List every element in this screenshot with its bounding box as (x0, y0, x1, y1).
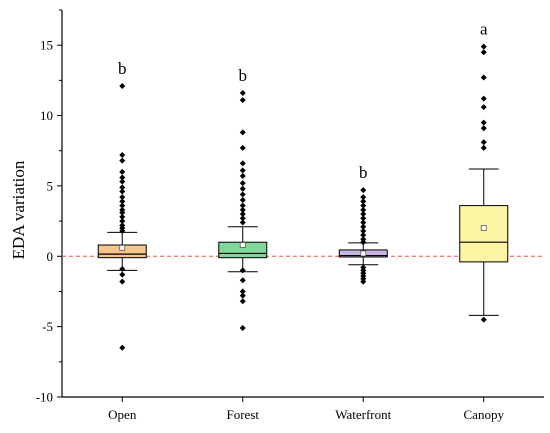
outlier-point (239, 129, 246, 136)
outlier-point (480, 104, 487, 111)
outlier-point (360, 227, 367, 234)
y-tick-label: 0 (47, 249, 54, 264)
outlier-point (360, 223, 367, 230)
outlier-point (480, 43, 487, 50)
outlier-point (239, 219, 246, 226)
outlier-point (119, 157, 126, 164)
outlier-point (239, 292, 246, 299)
outlier-point (239, 160, 246, 167)
outlier-point (239, 185, 246, 192)
significance-letter: b (118, 59, 127, 78)
outlier-point (360, 202, 367, 209)
outlier-point (360, 206, 367, 213)
y-tick-label: -10 (36, 390, 53, 405)
outlier-point (119, 344, 126, 351)
outlier-point (119, 227, 126, 234)
outlier-point (119, 271, 126, 278)
outlier-point (480, 139, 487, 146)
outlier-point (480, 95, 487, 102)
outlier-point (480, 49, 487, 56)
box-group-forest: b (218, 66, 268, 332)
outlier-point (119, 151, 126, 158)
x-tick-label: Waterfront (335, 407, 391, 422)
outlier-point (119, 82, 126, 89)
x-tick-label: Canopy (464, 407, 505, 422)
mean-marker (480, 225, 487, 232)
significance-letter: a (480, 20, 488, 39)
outlier-point (360, 198, 367, 205)
outlier-point (239, 211, 246, 218)
outlier-point (480, 316, 487, 323)
outlier-point (360, 187, 367, 194)
significance-letter: b (359, 163, 368, 182)
plot-area: -10 -5 0 5 10 15 b Open b Forest b Waterfront a Canop… (36, 9, 544, 422)
outlier-point (239, 173, 246, 180)
outlier-point (239, 97, 246, 104)
outlier-point (360, 211, 367, 218)
outlier-point (239, 215, 246, 222)
x-tick-label: Forest (227, 407, 260, 422)
outlier-point (119, 218, 126, 225)
outlier-point (119, 265, 126, 272)
outlier-point (360, 278, 367, 285)
outlier-point (239, 191, 246, 198)
outlier-point (239, 90, 246, 97)
y-axis-title: EDA variation (9, 160, 28, 259)
outlier-point (119, 198, 126, 205)
outlier-point (360, 194, 367, 201)
mean-marker (119, 244, 126, 251)
outlier-point (239, 196, 246, 203)
outlier-point (239, 144, 246, 151)
outlier-point (119, 178, 126, 185)
outlier-point (239, 288, 246, 295)
outlier-point (239, 180, 246, 187)
outlier-point (119, 213, 126, 220)
outlier-point (360, 219, 367, 226)
outlier-point (360, 239, 367, 246)
box-group-open: b (97, 59, 147, 351)
outlier-point (119, 194, 126, 201)
y-tick-label: 15 (40, 38, 53, 53)
mean-marker (360, 250, 367, 257)
outlier-point (360, 232, 367, 239)
mean-marker (239, 242, 246, 248)
box-group-waterfront: b (338, 163, 388, 285)
outlier-point (480, 74, 487, 81)
x-tick-label: Open (108, 407, 137, 422)
outlier-point (360, 215, 367, 222)
outlier-point (239, 167, 246, 174)
outlier-point (119, 202, 126, 209)
iqr-box (459, 205, 509, 263)
outlier-point (239, 277, 246, 284)
outlier-point (119, 184, 126, 191)
outlier-point (239, 202, 246, 209)
outlier-point (119, 278, 126, 285)
box-group-canopy: a (459, 20, 509, 323)
significance-letter: b (239, 66, 248, 85)
outlier-point (239, 325, 246, 332)
outlier-point (119, 168, 126, 175)
outlier-point (480, 125, 487, 132)
outlier-point (480, 144, 487, 151)
outlier-point (480, 119, 487, 126)
outlier-point (239, 298, 246, 305)
outlier-point (239, 267, 246, 274)
outlier-point (119, 209, 126, 216)
y-tick-label: 5 (47, 178, 54, 193)
outlier-point (119, 174, 126, 181)
y-tick-label: -5 (42, 319, 53, 334)
outlier-point (239, 206, 246, 213)
outlier-point (119, 188, 126, 195)
y-tick-label: 10 (40, 108, 53, 123)
